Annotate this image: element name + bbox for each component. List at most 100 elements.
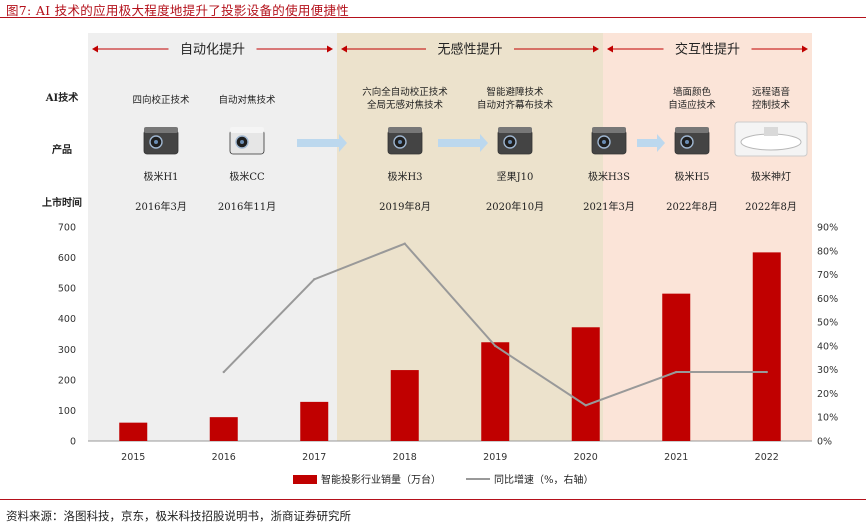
source-note: 资料来源：洛图科技，京东，极米科技招股说明书，浙商证券研究所 <box>6 509 351 523</box>
projector-icon <box>229 127 265 155</box>
growth-point-2018 <box>403 242 406 245</box>
launch-date: 2022年8月 <box>666 200 718 213</box>
growth-point-2016 <box>222 370 225 374</box>
y2-tick-label: 40% <box>817 341 838 352</box>
launch-date: 2016年11月 <box>218 200 276 213</box>
product-item: 极米H3S 2021年3月 <box>583 127 635 213</box>
bar-2019 <box>481 342 510 441</box>
launch-date: 2019年8月 <box>379 200 431 213</box>
product-name: 极米H3S <box>588 170 630 183</box>
launch-date: 2021年3月 <box>583 200 635 213</box>
projector-icon <box>387 127 423 155</box>
tech-label: 六向全自动校正技术 <box>362 86 448 98</box>
bar-2022 <box>752 252 781 441</box>
y2-tick-label: 50% <box>817 318 838 329</box>
arrowhead-left-icon <box>341 45 347 53</box>
phase-band-2 <box>337 33 603 441</box>
y2-tick-label: 10% <box>817 413 838 424</box>
growth-point-2021 <box>675 370 678 374</box>
y2-tick-label: 70% <box>817 270 838 281</box>
y-tick-label: 300 <box>58 345 76 356</box>
tech-label: 四向校正技术 <box>132 94 190 106</box>
ceiling-lamp-icon <box>734 121 808 157</box>
growth-point-2019 <box>494 344 497 348</box>
tech-label: 控制技术 <box>752 99 791 111</box>
projector-icon <box>143 127 179 155</box>
arrowhead-right-icon <box>802 45 808 53</box>
x-tick-label: 2017 <box>302 452 326 463</box>
bar-series <box>119 252 781 441</box>
projector-icon <box>591 127 627 155</box>
bar-2020 <box>571 327 600 441</box>
y-tick-label: 0 <box>70 437 76 448</box>
footer-divider <box>0 499 866 500</box>
phase-header-1: 自动化提升 <box>92 42 333 58</box>
figure-title: 图7: AI 技术的应用极大程度地提升了投影设备的使用便捷性 <box>6 3 350 18</box>
product-name: 极米H5 <box>674 170 709 183</box>
title-divider <box>0 17 866 18</box>
launch-date: 2022年8月 <box>745 200 797 213</box>
y-tick-label: 100 <box>58 406 76 417</box>
phase-label: 自动化提升 <box>180 42 245 58</box>
tech-label: 自动对齐幕布技术 <box>477 99 554 111</box>
tech-label: 自动对焦技术 <box>218 94 276 106</box>
bar-2017 <box>300 401 329 441</box>
process-arrow-icon <box>438 134 488 152</box>
growth-point-2017 <box>313 278 316 281</box>
tech-label: 墙面颜色 <box>673 86 712 98</box>
phase-headers: 自动化提升 无感性提升 交互性提升 <box>92 42 808 58</box>
axes: 0 100 200 300 400 500 600 700 0% 10% 20% 30% 40% 50% 6… <box>58 223 838 464</box>
bar-2015 <box>119 422 148 441</box>
x-tick-label: 2016 <box>212 452 236 463</box>
phase-label: 无感性提升 <box>437 42 502 58</box>
product-name: 极米CC <box>229 170 265 183</box>
arrowhead-left-icon <box>607 45 613 53</box>
y-tick-label: 400 <box>58 314 76 325</box>
legend: 智能投影行业销量（万台） 同比增速（%，右轴） <box>293 473 594 486</box>
x-tick-label: 2022 <box>755 452 779 463</box>
row-labels: AI技术 产品 上市时间 <box>42 91 82 209</box>
growth-point-2022 <box>765 370 768 374</box>
row-label-product: 产品 <box>52 143 72 156</box>
product-name: 坚果J10 <box>497 171 534 183</box>
tech-label: 全局无感对焦技术 <box>367 99 444 111</box>
phase-header-3: 交互性提升 <box>607 42 808 58</box>
legend-bar-label: 智能投影行业销量（万台） <box>321 473 441 486</box>
launch-date: 2020年10月 <box>486 200 544 213</box>
bar-2018 <box>390 370 419 441</box>
y-tick-label: 600 <box>58 253 76 264</box>
row-label-ai-tech: AI技术 <box>45 91 78 104</box>
y2-tick-label: 60% <box>817 294 838 305</box>
process-arrow-icon <box>637 134 665 152</box>
y-tick-label: 500 <box>58 284 76 295</box>
phase-band-1 <box>88 33 337 441</box>
phase-header-2: 无感性提升 <box>341 42 599 58</box>
bar-2021 <box>662 293 691 441</box>
y2-tick-label: 20% <box>817 389 838 400</box>
x-tick-label: 2015 <box>121 452 145 463</box>
arrowhead-right-icon <box>593 45 599 53</box>
product-name: 极米神灯 <box>751 170 791 183</box>
x-tick-label: 2020 <box>574 452 598 463</box>
line-series <box>222 242 768 407</box>
y2-tick-label: 80% <box>817 246 838 257</box>
y-tick-label: 700 <box>58 223 76 234</box>
y2-tick-label: 30% <box>817 365 838 376</box>
legend-line-label: 同比增速（%，右轴） <box>494 473 594 486</box>
x-tick-label: 2018 <box>393 452 417 463</box>
launch-date: 2016年3月 <box>135 200 187 213</box>
tech-label: 自适应技术 <box>668 99 716 111</box>
product-name: 极米H3 <box>387 170 422 183</box>
arrowhead-right-icon <box>327 45 333 53</box>
phase-label: 交互性提升 <box>675 42 740 58</box>
y2-tick-label: 0% <box>817 437 832 448</box>
x-tick-label: 2019 <box>483 452 507 463</box>
